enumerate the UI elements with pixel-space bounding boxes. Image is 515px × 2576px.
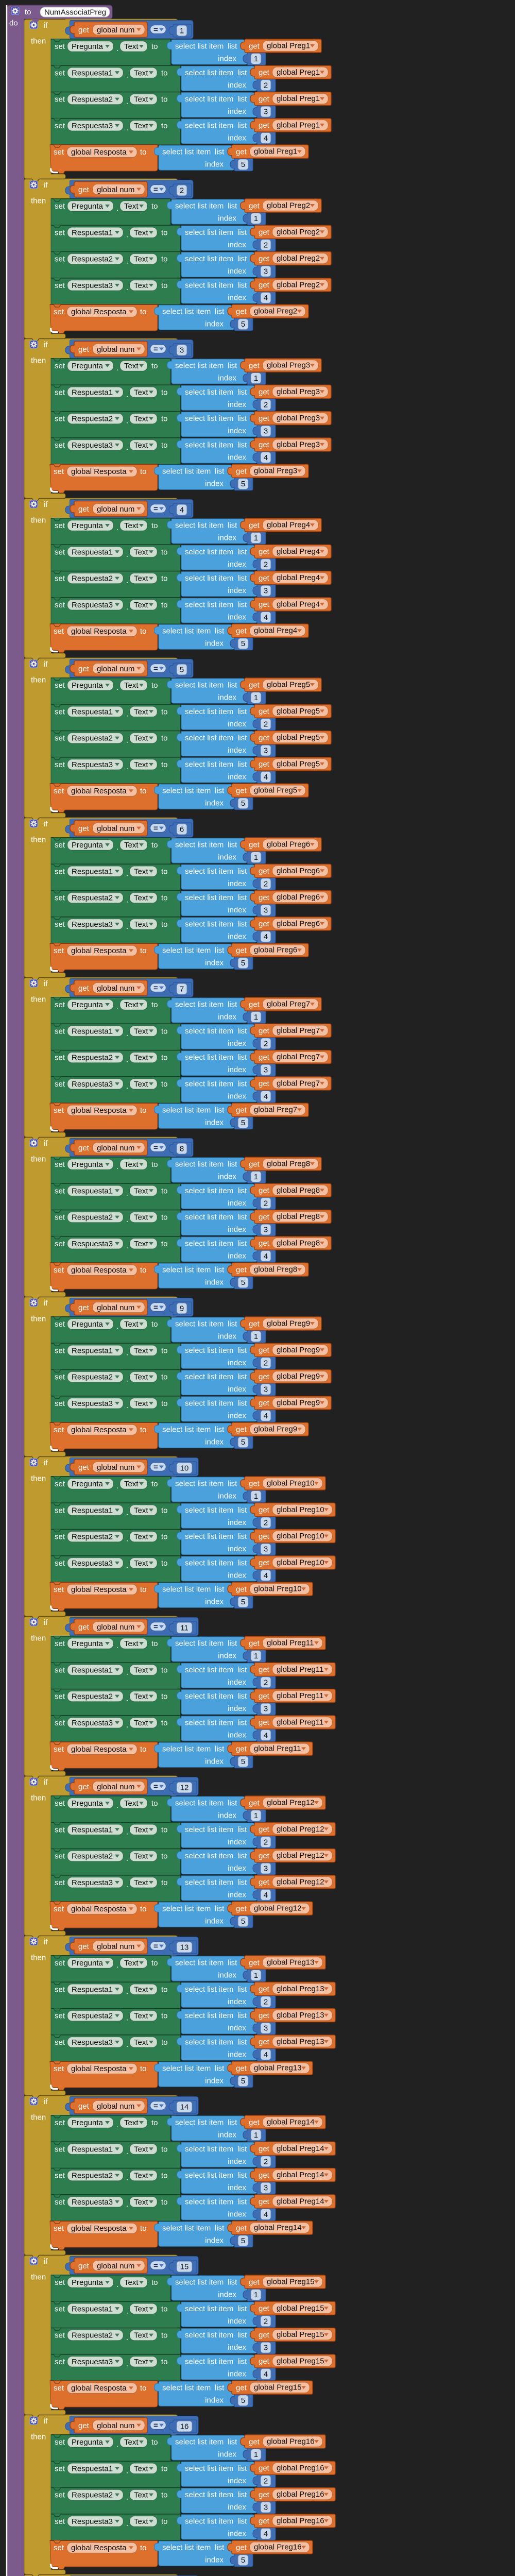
svg-text:2: 2 [180, 187, 184, 195]
svg-text:global Preg8: global Preg8 [277, 1212, 320, 1221]
svg-text:global Preg16: global Preg16 [277, 2464, 324, 2472]
svg-text:global Preg11: global Preg11 [267, 1639, 314, 1648]
svg-text:3: 3 [180, 346, 184, 355]
svg-text:7: 7 [180, 985, 184, 994]
svg-text:global Preg7: global Preg7 [277, 1053, 320, 1061]
svg-text:global Preg5: global Preg5 [277, 733, 320, 742]
svg-text:global Preg14: global Preg14 [254, 2224, 302, 2232]
svg-text:global Preg4: global Preg4 [254, 626, 297, 635]
svg-text:global Preg14: global Preg14 [267, 2118, 315, 2127]
svg-text:global Preg5: global Preg5 [277, 759, 320, 768]
svg-text:global Preg15: global Preg15 [277, 2304, 324, 2313]
svg-text:global Preg13: global Preg13 [267, 1958, 315, 1967]
svg-text:global Preg8: global Preg8 [277, 1186, 320, 1195]
svg-text:global Preg2: global Preg2 [267, 201, 310, 210]
svg-text:global Preg2: global Preg2 [277, 280, 320, 289]
svg-text:global Preg10: global Preg10 [277, 1558, 324, 1567]
svg-text:global Preg6: global Preg6 [277, 919, 320, 928]
svg-text:global Preg10: global Preg10 [277, 1505, 324, 1514]
svg-text:global Preg9: global Preg9 [254, 1425, 297, 1434]
svg-text:global Preg8: global Preg8 [267, 1160, 310, 1168]
svg-text:6: 6 [180, 825, 184, 834]
svg-text:global Preg5: global Preg5 [277, 707, 320, 716]
svg-text:global Preg6: global Preg6 [277, 867, 320, 875]
svg-text:global Preg8: global Preg8 [277, 1239, 320, 1247]
svg-text:global Preg14: global Preg14 [277, 2197, 324, 2206]
svg-text:global Preg5: global Preg5 [254, 786, 297, 795]
svg-text:global Preg11: global Preg11 [277, 1665, 323, 1674]
svg-text:global Preg10: global Preg10 [267, 1479, 315, 1488]
svg-text:global Preg1: global Preg1 [267, 42, 310, 50]
svg-text:global Preg2: global Preg2 [277, 254, 320, 263]
svg-text:global Preg16: global Preg16 [267, 2437, 315, 2446]
svg-text:global Preg9: global Preg9 [277, 1346, 320, 1354]
svg-text:NumAssociatPreg: NumAssociatPreg [44, 8, 106, 17]
svg-text:global Preg4: global Preg4 [267, 521, 310, 530]
svg-text:global Preg16: global Preg16 [277, 2490, 324, 2499]
svg-text:global Preg11: global Preg11 [277, 1718, 323, 1726]
svg-text:global Preg9: global Preg9 [277, 1398, 320, 1407]
svg-text:global Preg7: global Preg7 [277, 1026, 320, 1035]
svg-text:global Preg12: global Preg12 [277, 1825, 324, 1834]
svg-text:global Preg16: global Preg16 [277, 2516, 324, 2525]
svg-text:global Preg1: global Preg1 [277, 68, 320, 77]
svg-text:global Preg3: global Preg3 [254, 467, 297, 476]
svg-text:global Preg12: global Preg12 [277, 1851, 324, 1860]
svg-text:do: do [9, 19, 18, 28]
svg-text:global Preg7: global Preg7 [254, 1106, 297, 1114]
svg-text:global Preg1: global Preg1 [277, 121, 320, 129]
svg-text:12: 12 [180, 1784, 189, 1792]
svg-text:global Preg4: global Preg4 [277, 573, 320, 582]
svg-text:global Preg14: global Preg14 [277, 2171, 324, 2179]
svg-text:global Preg11: global Preg11 [277, 1691, 323, 1700]
svg-text:global Preg3: global Preg3 [277, 414, 320, 422]
svg-text:global Preg15: global Preg15 [277, 2357, 324, 2365]
svg-text:13: 13 [180, 1943, 189, 1952]
svg-text:8: 8 [180, 1145, 184, 1154]
svg-text:global Preg15: global Preg15 [254, 2383, 302, 2392]
svg-text:global Preg7: global Preg7 [267, 1000, 310, 1009]
svg-text:global Preg13: global Preg13 [277, 1985, 324, 1993]
svg-text:global Preg13: global Preg13 [277, 2011, 324, 2020]
svg-text:global Preg15: global Preg15 [277, 2330, 324, 2339]
svg-text:global Preg12: global Preg12 [254, 1904, 302, 1913]
svg-text:16: 16 [180, 2422, 189, 2431]
svg-text:global Preg4: global Preg4 [277, 600, 320, 608]
svg-text:global Preg2: global Preg2 [254, 307, 297, 316]
svg-text:global Preg6: global Preg6 [254, 946, 297, 955]
svg-text:14: 14 [180, 2103, 189, 2112]
svg-text:global Preg4: global Preg4 [277, 547, 320, 556]
svg-text:global Preg3: global Preg3 [267, 361, 310, 370]
svg-text:global Preg3: global Preg3 [277, 440, 320, 449]
svg-text:global Preg14: global Preg14 [277, 2144, 324, 2153]
svg-text:11: 11 [180, 1624, 188, 1633]
svg-text:9: 9 [180, 1304, 184, 1313]
svg-text:global Preg2: global Preg2 [277, 228, 320, 236]
svg-text:global Preg10: global Preg10 [277, 1532, 324, 1540]
svg-text:10: 10 [180, 1464, 189, 1473]
svg-text:global Preg16: global Preg16 [254, 2543, 302, 2552]
svg-text:global Preg7: global Preg7 [277, 1079, 320, 1088]
svg-text:global Preg1: global Preg1 [254, 147, 297, 156]
svg-text:1: 1 [180, 27, 184, 36]
svg-text:global Preg10: global Preg10 [254, 1585, 302, 1594]
svg-text:to: to [25, 8, 31, 16]
svg-text:4: 4 [180, 506, 184, 515]
svg-text:global Preg5: global Preg5 [267, 681, 310, 689]
svg-text:5: 5 [180, 666, 184, 674]
svg-text:global Preg8: global Preg8 [254, 1265, 297, 1274]
svg-text:global Preg12: global Preg12 [267, 1799, 315, 1807]
svg-text:global Preg1: global Preg1 [277, 94, 320, 103]
svg-text:global Preg12: global Preg12 [277, 1877, 324, 1886]
svg-text:global Preg11: global Preg11 [254, 1744, 301, 1753]
svg-text:global Preg13: global Preg13 [277, 2037, 324, 2046]
svg-text:global Preg6: global Preg6 [267, 840, 310, 849]
svg-text:15: 15 [180, 2263, 189, 2272]
svg-text:global Preg6: global Preg6 [277, 893, 320, 902]
svg-text:global Preg9: global Preg9 [267, 1319, 310, 1328]
svg-text:global Preg15: global Preg15 [267, 2278, 315, 2286]
svg-text:global Preg3: global Preg3 [277, 387, 320, 396]
svg-text:global Preg13: global Preg13 [254, 2064, 302, 2073]
svg-text:global Preg9: global Preg9 [277, 1372, 320, 1381]
